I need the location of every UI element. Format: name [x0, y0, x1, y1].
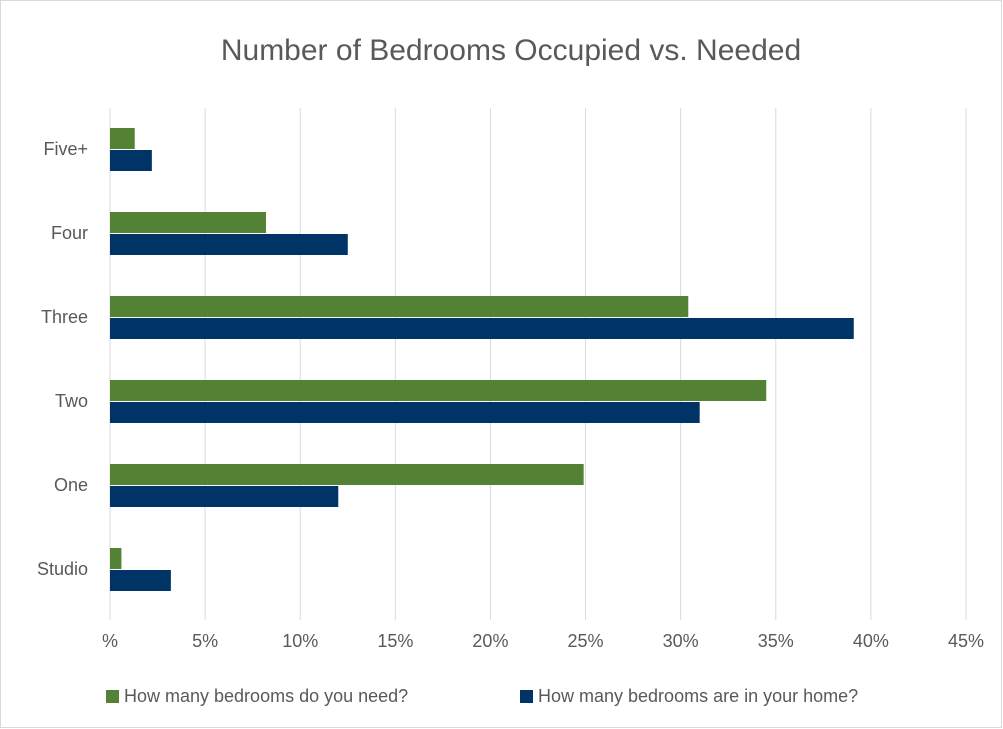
x-tick-label: 30% — [663, 631, 699, 651]
bar — [110, 234, 348, 255]
x-tick-label: 35% — [758, 631, 794, 651]
legend-label: How many bedrooms do you need? — [124, 686, 408, 706]
x-tick-label: 40% — [853, 631, 889, 651]
bar — [110, 318, 854, 339]
y-tick-label: Three — [41, 307, 88, 327]
y-tick-label: Two — [55, 391, 88, 411]
bar — [110, 402, 700, 423]
legend-swatch — [106, 690, 119, 703]
bar — [110, 296, 689, 317]
x-tick-label: 20% — [472, 631, 508, 651]
x-tick-label: 45% — [948, 631, 984, 651]
x-tick-label: 15% — [377, 631, 413, 651]
y-tick-label: One — [54, 475, 88, 495]
bar — [110, 150, 152, 171]
bar — [110, 486, 339, 507]
y-tick-label: Studio — [37, 559, 88, 579]
bar — [110, 570, 171, 591]
x-tick-label: 10% — [282, 631, 318, 651]
bar — [110, 548, 122, 569]
x-tick-label: % — [102, 631, 118, 651]
legend-label: How many bedrooms are in your home? — [538, 686, 858, 706]
x-tick-label: 5% — [192, 631, 218, 651]
legend-swatch — [520, 690, 533, 703]
y-tick-label: Five+ — [43, 139, 88, 159]
chart-title: Number of Bedrooms Occupied vs. Needed — [221, 34, 801, 67]
y-tick-label: Four — [51, 223, 88, 243]
bar — [110, 380, 767, 401]
bar — [110, 128, 135, 149]
x-tick-label: 25% — [568, 631, 604, 651]
bar — [110, 212, 266, 233]
bar — [110, 464, 584, 485]
